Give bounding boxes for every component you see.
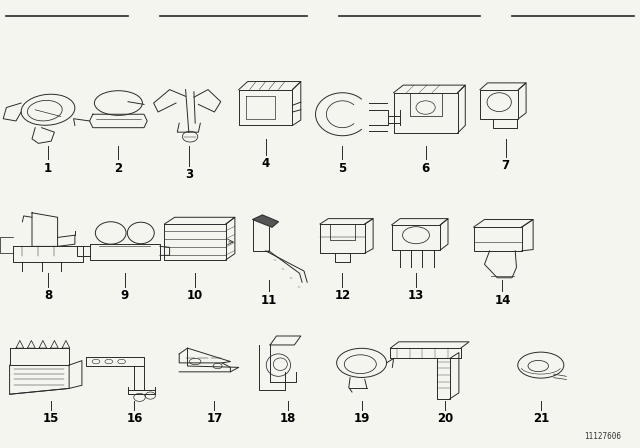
Text: 14: 14 bbox=[494, 293, 511, 307]
Text: 16: 16 bbox=[126, 412, 143, 426]
Text: 18: 18 bbox=[280, 412, 296, 426]
Text: 17: 17 bbox=[206, 412, 223, 426]
Text: 20: 20 bbox=[436, 412, 453, 426]
Text: 9: 9 bbox=[121, 289, 129, 302]
Text: 3: 3 bbox=[185, 168, 193, 181]
Text: 12: 12 bbox=[334, 289, 351, 302]
Polygon shape bbox=[253, 215, 278, 227]
Text: 8: 8 bbox=[44, 289, 52, 302]
Text: 11127606: 11127606 bbox=[584, 432, 621, 441]
Text: 1: 1 bbox=[44, 161, 52, 175]
Text: 15: 15 bbox=[43, 412, 60, 426]
Text: 10: 10 bbox=[187, 289, 204, 302]
Text: 19: 19 bbox=[353, 412, 370, 426]
Text: 4: 4 bbox=[262, 157, 269, 170]
Text: 7: 7 bbox=[502, 159, 509, 172]
Text: 21: 21 bbox=[532, 412, 549, 426]
Text: 6: 6 bbox=[422, 161, 429, 175]
Text: 5: 5 bbox=[339, 161, 346, 175]
Text: 13: 13 bbox=[408, 289, 424, 302]
Text: 2: 2 bbox=[115, 161, 122, 175]
Text: 11: 11 bbox=[260, 293, 277, 307]
